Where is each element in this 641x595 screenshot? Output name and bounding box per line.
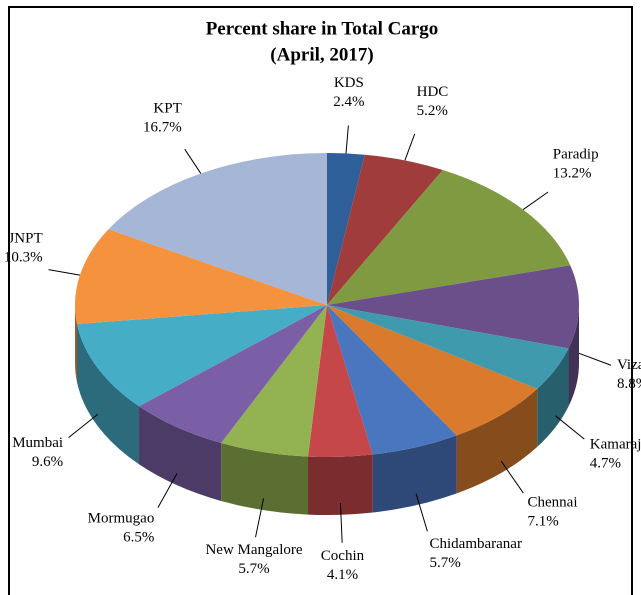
leader-line [48,269,81,276]
slice-label: Paradip [553,147,599,163]
slice [327,305,538,436]
slice-label: Mormugao [88,510,155,526]
leader-line [404,133,416,161]
leader-line [68,413,98,438]
slice [139,305,327,443]
slice-label: Cochin [321,548,365,564]
value-label: 4.1% [327,567,358,583]
leader-line [500,460,524,494]
slice-side [221,442,309,515]
slice-label: Chennai [528,495,578,511]
value-label: 5.7% [238,561,269,577]
slice-side [76,324,140,465]
value-label: 5.7% [430,555,461,571]
slice-side [75,305,77,383]
value-label: 13.2% [553,166,592,182]
chart-title: Percent share in Total Cargo [206,18,439,39]
leader-line [578,352,612,366]
slice [327,170,571,305]
slice-label: Vizag [617,357,641,373]
chart-border [8,6,633,595]
value-label: 10.3% [4,249,43,265]
value-label: 9.6% [32,454,63,470]
slice [75,229,328,325]
value-label: 16.7% [143,120,182,136]
leader-line [415,493,428,532]
leader-line [555,415,585,440]
leader-line [184,148,202,174]
slice-label: JNPT [8,230,42,246]
chart-subtitle: (April, 2017) [270,44,373,65]
slice-label: HDC [417,84,449,100]
slice-side [568,305,579,407]
slice-label: New Mangalore [205,542,302,558]
slice-side [139,406,222,501]
value-label: 8.8% [617,376,641,392]
leader-line [255,498,265,538]
leader-line [345,125,349,154]
slice [327,305,457,455]
slice [221,305,327,457]
value-label: 7.1% [528,514,559,530]
slice-label: Chidambaranar [430,536,522,552]
slice-side [308,454,373,515]
slice-side [537,348,569,447]
value-label: 2.4% [333,94,364,110]
slice [327,154,443,305]
slice-label: Kamarajar [590,436,641,452]
slice [308,305,373,457]
slice [76,305,328,407]
value-label: 5.2% [417,103,448,119]
value-label: 4.7% [590,455,621,471]
leader-line [522,191,549,210]
slice [327,305,569,389]
slice-side [456,388,538,494]
slice [327,265,580,349]
value-label: 6.5% [123,529,154,545]
slice-label: Mumbai [12,435,63,451]
leader-line [339,503,343,543]
slice-label: KPT [153,101,181,117]
slice [327,153,365,305]
slice [108,153,327,305]
leader-line [157,473,178,508]
slice-label: KDS [334,75,364,91]
slice-side [372,435,457,513]
